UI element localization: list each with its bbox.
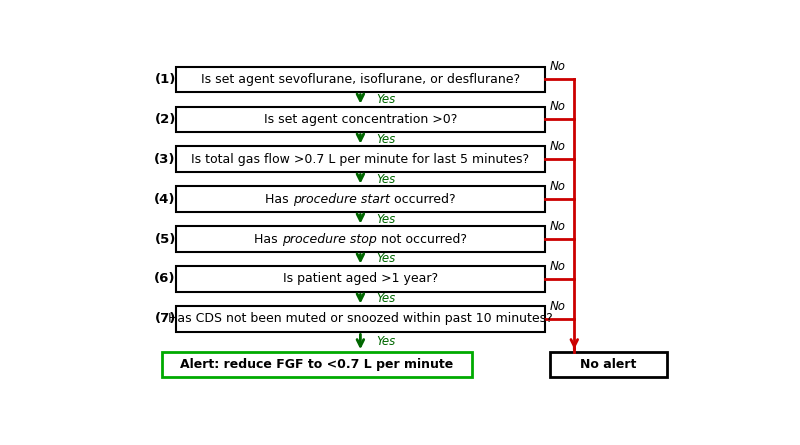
FancyBboxPatch shape [550, 352, 667, 377]
Text: (7): (7) [154, 312, 176, 325]
FancyBboxPatch shape [176, 227, 545, 251]
Text: No: No [550, 299, 566, 313]
Text: Is total gas flow >0.7 L per minute for last 5 minutes?: Is total gas flow >0.7 L per minute for … [191, 153, 530, 166]
Text: (1): (1) [154, 73, 176, 85]
FancyBboxPatch shape [162, 352, 472, 377]
Text: (6): (6) [154, 272, 176, 286]
Text: (5): (5) [154, 232, 176, 246]
Text: Is patient aged >1 year?: Is patient aged >1 year? [283, 272, 438, 286]
Text: No: No [550, 140, 566, 153]
Text: (2): (2) [154, 113, 176, 125]
Text: Has: Has [266, 193, 293, 206]
Text: Yes: Yes [376, 292, 395, 305]
FancyBboxPatch shape [176, 67, 545, 92]
FancyBboxPatch shape [176, 307, 545, 332]
Text: Has CDS not been muted or snoozed within past 10 minutes?: Has CDS not been muted or snoozed within… [168, 312, 553, 325]
Text: (4): (4) [154, 193, 176, 206]
Text: Yes: Yes [376, 93, 395, 105]
FancyBboxPatch shape [176, 106, 545, 132]
Text: No: No [550, 220, 566, 233]
Text: No alert: No alert [580, 358, 637, 371]
Text: Yes: Yes [376, 213, 395, 226]
Text: No: No [550, 60, 566, 73]
Text: No: No [550, 180, 566, 193]
Text: Alert: reduce FGF to <0.7 L per minute: Alert: reduce FGF to <0.7 L per minute [180, 358, 454, 371]
Text: Is set agent concentration >0?: Is set agent concentration >0? [264, 113, 457, 125]
Text: occurred?: occurred? [390, 193, 455, 206]
FancyBboxPatch shape [176, 186, 545, 211]
Text: No: No [550, 100, 566, 113]
Text: Yes: Yes [376, 252, 395, 266]
FancyBboxPatch shape [176, 267, 545, 291]
Text: Yes: Yes [376, 335, 395, 348]
FancyBboxPatch shape [176, 146, 545, 172]
Text: Yes: Yes [376, 133, 395, 146]
Text: Is set agent sevoflurane, isoflurane, or desflurane?: Is set agent sevoflurane, isoflurane, or… [201, 73, 520, 85]
Text: Yes: Yes [376, 173, 395, 186]
Text: No: No [550, 260, 566, 273]
Text: procedure start: procedure start [293, 193, 390, 206]
Text: not occurred?: not occurred? [377, 232, 466, 246]
Text: (3): (3) [154, 153, 176, 166]
Text: procedure stop: procedure stop [282, 232, 377, 246]
Text: Has: Has [254, 232, 282, 246]
